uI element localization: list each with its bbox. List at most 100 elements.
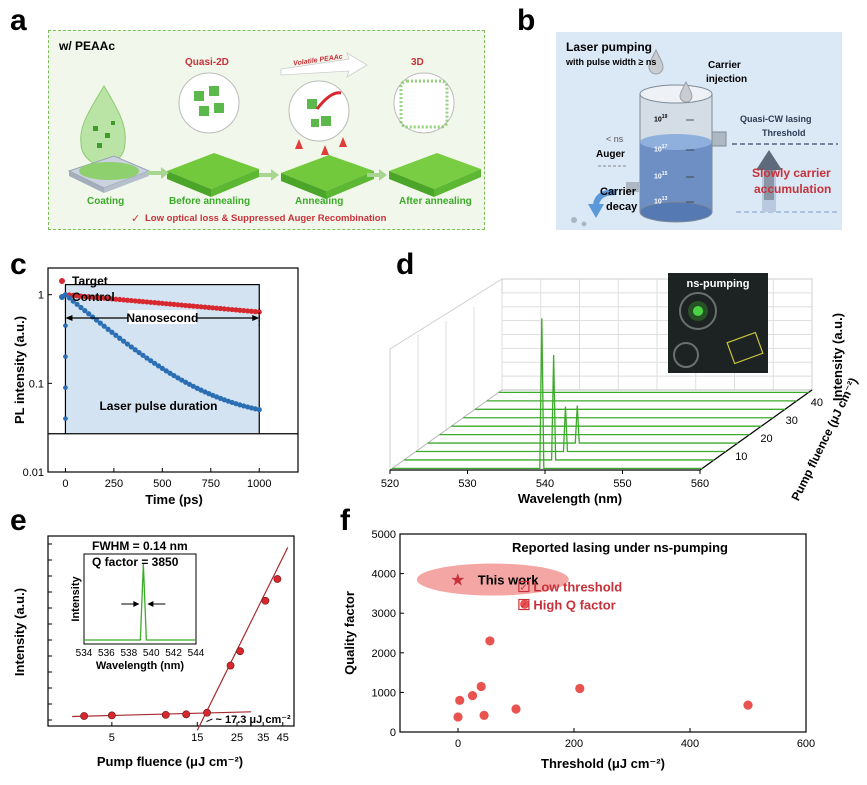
- d-ztick-label: 10: [735, 451, 747, 463]
- c-point-control: [78, 304, 84, 311]
- stage-after-annealing-label: After annealing: [399, 196, 472, 207]
- e-xtick-label: 35: [257, 732, 269, 744]
- c-point-control: [101, 323, 107, 329]
- d-spectrum-line: [415, 406, 726, 453]
- c-point-control: [248, 405, 255, 411]
- c-ytick-label: 0.1: [29, 378, 44, 390]
- c-point-target: [120, 297, 127, 303]
- d-z-axis: [699, 389, 813, 471]
- c-point-target: [86, 294, 92, 300]
- c-point-control: [124, 341, 131, 347]
- panel-e-label: e: [10, 504, 27, 537]
- panel-d-label: d: [396, 248, 415, 281]
- f-check-icon: ✓: [519, 583, 527, 594]
- panel-a-schematic: w/ PEAAc Quasi-2D 3D: [48, 30, 485, 230]
- c-point-target: [89, 294, 96, 300]
- c-point-target: [117, 296, 123, 303]
- slow-accumulation-label-2: accumulation: [754, 182, 832, 196]
- this-work-star-icon: ★: [450, 571, 465, 590]
- this-work-label: This work: [478, 573, 539, 588]
- c-rise-point: [63, 416, 68, 421]
- c-point-control: [93, 317, 100, 323]
- c-point-target: [217, 305, 224, 312]
- f-data-point: [476, 681, 486, 692]
- panel-d-zlabel: Pump fluence (μJ cm⁻²): [789, 375, 861, 503]
- e-data-point: [161, 710, 170, 719]
- c-point-control: [198, 387, 204, 393]
- stage-3d-label: 3D: [411, 57, 424, 68]
- c-point-target: [252, 309, 258, 315]
- c-point-target: [128, 297, 134, 304]
- f-ytick-label: 5000: [372, 529, 396, 541]
- d-floor: [388, 389, 814, 471]
- c-point-target: [78, 293, 84, 299]
- c-xtick-label: 1000: [247, 478, 271, 490]
- panel-a-footer: Low optical loss & Suppressed Auger Reco…: [145, 213, 387, 224]
- c-point-control: [194, 385, 200, 391]
- panel-d-xlabel: Wavelength (nm): [518, 491, 622, 506]
- panel-d-ylabel: Intensity (a.u.): [830, 313, 845, 401]
- c-point-target: [198, 304, 204, 310]
- f-data-point: [511, 704, 521, 714]
- c-point-target: [190, 303, 196, 309]
- e-inset-xtick-label: 534: [76, 648, 93, 659]
- f-data-point: [743, 700, 753, 710]
- e-xtick-label: 5: [109, 732, 115, 744]
- c-point-target: [182, 302, 189, 309]
- panel-c-label: c: [10, 248, 27, 281]
- c-point-control: [140, 352, 146, 358]
- f-xtick-label: 0: [455, 738, 461, 750]
- c-legend-label: Control: [72, 290, 115, 304]
- c-point-control: [66, 295, 72, 301]
- scale-13: 1013: [654, 196, 668, 206]
- c-point-target: [233, 307, 239, 313]
- quasi-cw-label-1: Quasi-CW lasing: [740, 114, 812, 124]
- c-ytick-label: 1: [38, 290, 44, 302]
- f-xtick-label: 600: [797, 738, 815, 750]
- c-point-target: [241, 307, 247, 314]
- nanosecond-label-bg: [128, 310, 197, 324]
- c-point-control: [171, 372, 177, 379]
- c-point-control: [144, 355, 150, 361]
- d-xtick-label: 540: [536, 478, 554, 490]
- this-work-highlight: [416, 563, 569, 596]
- c-point-target: [229, 306, 235, 313]
- c-point-target: [93, 294, 100, 301]
- e-data-point: [273, 575, 282, 583]
- f-data-point: [467, 690, 478, 701]
- d-xtick-label: 520: [381, 478, 399, 490]
- c-point-target: [175, 302, 181, 308]
- d-spectrum-line: [427, 405, 738, 444]
- c-point-target: [113, 296, 119, 302]
- c-xtick-label: 500: [153, 478, 171, 490]
- c-legend-label: Target: [72, 274, 108, 288]
- c-point-target: [248, 308, 255, 314]
- stage-coating-label: Coating: [87, 196, 125, 207]
- c-point-target: [136, 298, 142, 304]
- c-rise-point: [63, 354, 68, 359]
- stage-before-annealing-label: Before annealing: [169, 196, 251, 207]
- e-q-label: Q factor = 3850: [92, 555, 179, 569]
- c-point-control: [252, 406, 258, 412]
- c-point-control: [179, 377, 185, 383]
- e-inset-spectrum: [84, 563, 196, 641]
- c-point-control: [155, 363, 162, 369]
- f-ytick-label: 4000: [372, 569, 396, 581]
- c-point-target: [105, 295, 111, 302]
- c-xtick-label: 250: [105, 478, 123, 490]
- c-point-control: [132, 347, 138, 353]
- carrier-decay-label-1: Carrier: [600, 186, 637, 198]
- panel-a-label: a: [10, 4, 27, 37]
- c-point-control: [151, 360, 158, 366]
- c-point-target: [171, 301, 177, 307]
- f-ytick-label: 0: [390, 727, 396, 739]
- f-data-point: [520, 599, 530, 609]
- c-point-control: [159, 365, 165, 372]
- panel-a-illustration: [67, 52, 481, 199]
- e-inset-xtick-label: 538: [120, 648, 137, 659]
- e-inset-frame: [83, 553, 197, 645]
- c-point-target: [74, 293, 80, 299]
- f-data-point: [479, 710, 489, 720]
- d-xtick-label: 550: [613, 478, 631, 490]
- c-point-target: [179, 302, 185, 308]
